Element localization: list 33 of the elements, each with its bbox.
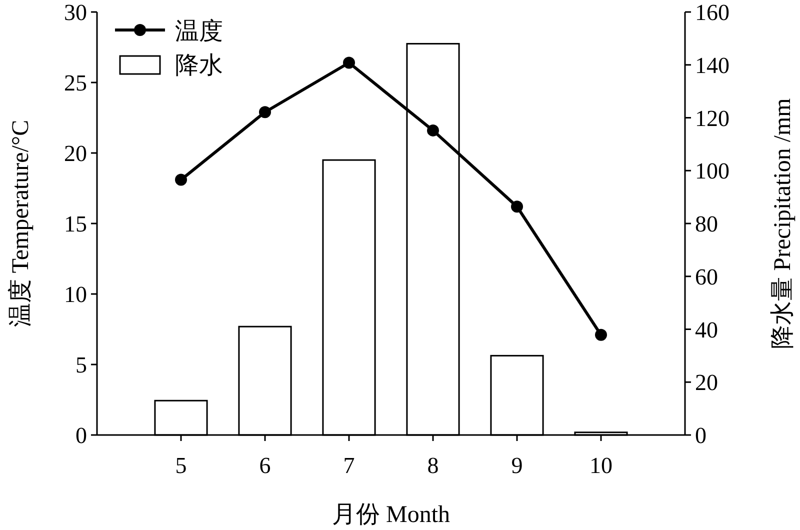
x-axis-title: 月份 Month [332,502,450,528]
y2-tick-label: 40 [695,317,718,342]
point [259,106,271,118]
x-tick-label: 5 [175,453,187,478]
x-tick-label: 9 [511,453,523,478]
x-tick-label: 6 [259,453,271,478]
y2-tick-label: 160 [695,0,730,25]
y-tick-label: 15 [64,212,87,236]
y-tick-label: 0 [76,423,87,448]
point [427,124,439,136]
y-tick-label: 25 [64,70,87,96]
y2-tick-label: 0 [695,423,706,448]
x-tick-label: 10 [590,453,612,478]
y-tick-label: 10 [64,282,87,307]
y-axis-title: 温度 Temperature/°C [7,120,34,328]
point [175,174,187,186]
point [595,328,607,341]
y-tick-label: 20 [64,141,87,166]
point [511,200,523,213]
x-tick-label: 8 [427,453,439,478]
y-tick-label: 30 [64,0,87,25]
y2-tick-label: 100 [695,158,730,184]
x-tick-label: 7 [343,453,355,478]
point [343,56,355,69]
y2-tick-label: 120 [695,106,730,131]
legend-label: 温度 [175,18,223,45]
y2-tick-label: 80 [695,212,718,236]
y-tick-label: 5 [76,352,87,378]
y2-tick-label: 20 [695,370,718,396]
legend-label: 降水 [175,53,223,79]
y2-axis-title: 降水量 Precipitation /mm [770,98,796,349]
y2-tick-label: 60 [695,264,718,290]
y2-tick-label: 140 [695,52,730,78]
